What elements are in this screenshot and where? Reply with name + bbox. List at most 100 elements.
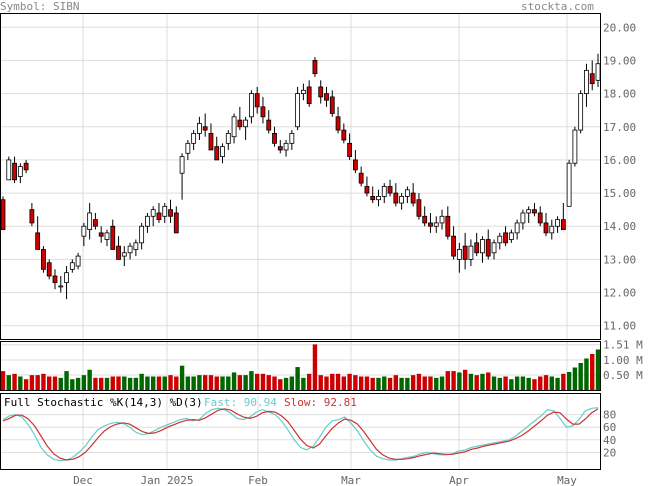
volume-bar bbox=[208, 375, 214, 390]
candle-body bbox=[312, 60, 318, 75]
volume-bar bbox=[451, 371, 456, 390]
candle-body bbox=[110, 225, 116, 250]
volume-bar bbox=[566, 372, 572, 390]
candle-body bbox=[150, 209, 156, 217]
volume-bar bbox=[543, 375, 549, 390]
volume-bar bbox=[283, 377, 289, 390]
candle-body bbox=[185, 142, 191, 154]
candle-body bbox=[283, 142, 289, 151]
candle-body bbox=[237, 119, 243, 128]
candle-body bbox=[566, 162, 572, 207]
volume-grid bbox=[1, 342, 600, 390]
volume-bar bbox=[514, 376, 520, 390]
volume-bar bbox=[399, 377, 404, 390]
candle-body bbox=[428, 222, 433, 227]
volume-bar bbox=[156, 376, 162, 390]
volume-bar bbox=[278, 379, 283, 390]
volume-bar bbox=[341, 376, 347, 390]
candle-body bbox=[485, 239, 491, 257]
candle-body bbox=[133, 242, 139, 250]
candle-body bbox=[491, 242, 497, 254]
volume-bar bbox=[491, 376, 497, 390]
volume-bar bbox=[179, 365, 185, 390]
volume-bar bbox=[29, 375, 35, 390]
symbol-label: Symbol: SIBN bbox=[0, 0, 80, 13]
candle-body bbox=[295, 93, 301, 128]
candle-body bbox=[555, 219, 560, 227]
volume-bar bbox=[295, 367, 300, 390]
volume-bar bbox=[410, 375, 416, 390]
candle-body bbox=[29, 209, 35, 224]
candle-body bbox=[376, 195, 381, 201]
volume-bar bbox=[6, 375, 11, 390]
volume-bar bbox=[376, 377, 381, 390]
price-tick-label: 11.00 bbox=[603, 320, 636, 333]
volume-bar bbox=[116, 376, 121, 390]
volume-bar bbox=[93, 377, 98, 390]
volume-bar bbox=[301, 377, 306, 390]
candle-body bbox=[0, 199, 6, 230]
price-tick-label: 19.00 bbox=[603, 54, 636, 67]
volume-tick-label: 1.00 M bbox=[603, 354, 643, 367]
volume-bar bbox=[127, 377, 133, 390]
candle-body bbox=[87, 212, 93, 230]
candle-body bbox=[335, 116, 341, 131]
volume-bar bbox=[561, 373, 566, 390]
volume-bar bbox=[439, 376, 445, 390]
candle-body bbox=[341, 129, 347, 141]
candle-body bbox=[324, 93, 329, 101]
volume-bar bbox=[139, 373, 144, 390]
candle-body bbox=[526, 209, 532, 214]
x-axis: Dec Jan 2025 Feb Mar Apr May bbox=[73, 474, 577, 486]
candle-body bbox=[179, 156, 185, 174]
price-tick-label: 12.00 bbox=[603, 287, 636, 300]
volume-bar bbox=[503, 376, 508, 390]
stochastic-fast-line bbox=[2, 407, 599, 462]
volume-tick-label: 1.51 M bbox=[603, 339, 643, 352]
candle-body bbox=[168, 209, 173, 217]
volume-bar bbox=[272, 376, 277, 390]
candle-body bbox=[393, 192, 399, 204]
candle-body bbox=[127, 245, 133, 254]
stochastic-tick-label: 20 bbox=[603, 446, 616, 459]
candle-body bbox=[318, 86, 324, 98]
candle-body bbox=[433, 222, 439, 227]
stochastic-lines bbox=[2, 407, 599, 462]
price-y-axis: 20.00 19.00 18.00 17.00 16.00 15.00 14.00 13.00… bbox=[603, 21, 636, 332]
candle-body bbox=[451, 235, 456, 257]
volume-bar bbox=[202, 375, 208, 390]
volume-bar bbox=[150, 376, 156, 390]
site-name: stockta.com bbox=[521, 0, 594, 13]
volume-bar bbox=[416, 373, 422, 390]
volume-bar bbox=[595, 349, 601, 390]
price-grid bbox=[1, 14, 600, 339]
volume-y-axis: 1.51 M 1.00 M 0.50 M bbox=[603, 339, 643, 382]
volume-bar bbox=[75, 377, 81, 390]
volume-bar bbox=[382, 376, 387, 390]
volume-bar bbox=[254, 373, 260, 390]
candle-body bbox=[347, 142, 353, 158]
candle-body bbox=[243, 119, 249, 128]
candle-body bbox=[300, 89, 306, 94]
volume-bar bbox=[584, 358, 589, 390]
candle-body bbox=[248, 93, 254, 118]
volume-bar bbox=[364, 376, 370, 390]
volume-bar bbox=[35, 375, 40, 390]
volume-bar bbox=[555, 377, 560, 390]
candle-body bbox=[497, 235, 503, 244]
x-tick-label: May bbox=[557, 474, 577, 486]
candle-body bbox=[370, 195, 376, 201]
volume-bar bbox=[335, 373, 341, 390]
volume-bars bbox=[0, 344, 601, 390]
volume-bar bbox=[220, 376, 225, 390]
stochastic-tick-label: 60 bbox=[603, 421, 616, 434]
candle-body bbox=[560, 219, 566, 230]
volume-bar bbox=[249, 371, 254, 390]
volume-bar bbox=[18, 376, 23, 390]
volume-bar bbox=[578, 363, 583, 390]
volume-bar bbox=[168, 375, 173, 390]
candle-body bbox=[364, 186, 370, 194]
candle-body bbox=[104, 232, 110, 240]
candle-body bbox=[381, 186, 387, 197]
volume-bar bbox=[549, 376, 554, 390]
